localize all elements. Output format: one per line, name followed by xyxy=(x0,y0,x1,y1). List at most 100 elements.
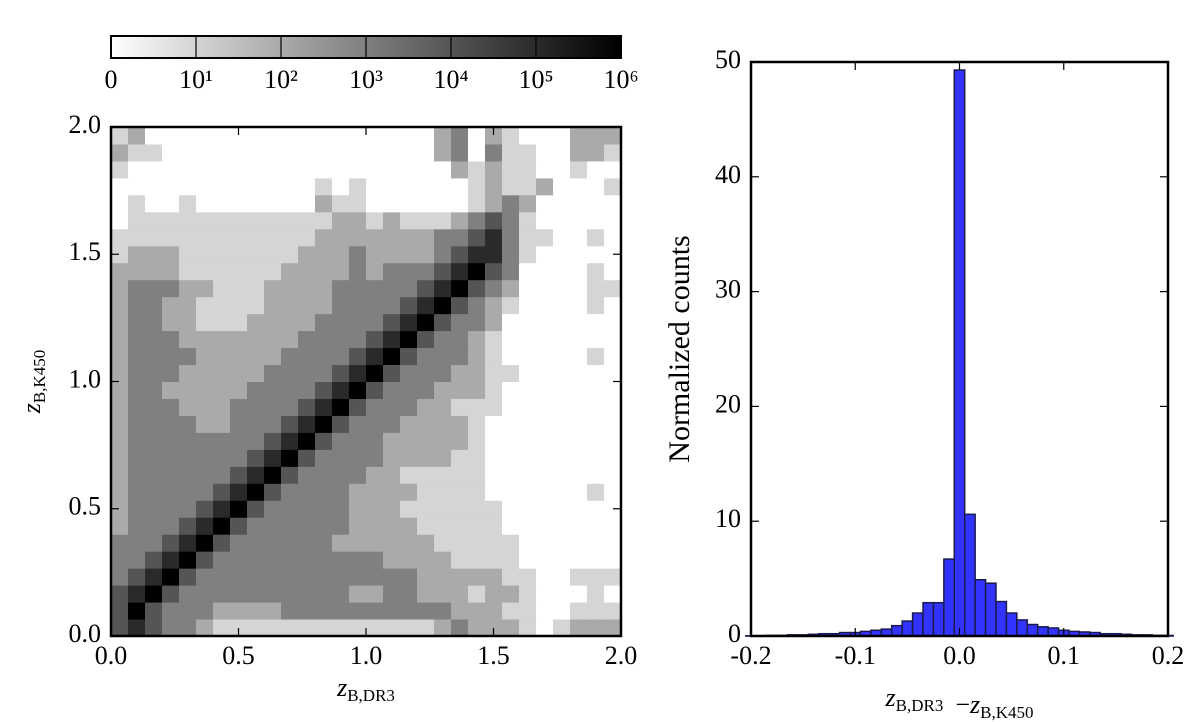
heatmap-cell xyxy=(145,262,163,281)
heatmap-cell xyxy=(468,262,486,281)
heatmap-cell xyxy=(451,381,469,399)
bar xyxy=(1036,626,1049,637)
heatmap-cell xyxy=(264,279,282,298)
heatmap-cell xyxy=(400,127,418,145)
heatmap-cell xyxy=(179,330,197,349)
heatmap-cell xyxy=(315,262,333,281)
heatmap-cell xyxy=(587,449,605,467)
heatmap-cell xyxy=(332,568,350,586)
heatmap-cell xyxy=(281,279,299,298)
heatmap-cell xyxy=(553,602,571,620)
heatmap-cell xyxy=(213,381,231,399)
heatmap-cell xyxy=(247,585,265,603)
heatmap-cell xyxy=(179,364,197,382)
heatmap-cell xyxy=(298,279,316,298)
heatmap-cell xyxy=(553,177,571,196)
heatmap-cell xyxy=(570,568,588,586)
heatmap-cell xyxy=(451,432,469,450)
heatmap-cell xyxy=(400,143,418,162)
heatmap-cell xyxy=(298,568,316,586)
heatmap-cell xyxy=(587,517,605,535)
heatmap-cell xyxy=(247,466,265,484)
heatmap-cell xyxy=(451,330,469,349)
heatmap-cell xyxy=(553,245,571,264)
heatmap-cell xyxy=(570,313,588,332)
x-tick-label: 0.5 xyxy=(222,641,255,670)
heatmap-cell xyxy=(485,160,503,179)
heatmap-cell xyxy=(281,160,299,179)
x-axis-label: zB,DR3 −zB,K450 xyxy=(884,683,1033,722)
heatmap-cell xyxy=(502,483,520,501)
heatmap-cell xyxy=(366,466,384,484)
heatmap-cell xyxy=(264,296,282,315)
heatmap-cell xyxy=(213,127,231,145)
bar xyxy=(901,620,914,637)
heatmap-cell xyxy=(400,160,418,179)
heatmap-cell xyxy=(145,279,163,298)
heatmap-cell xyxy=(196,194,214,213)
heatmap-cell xyxy=(570,194,588,213)
heatmap-cell xyxy=(162,602,180,620)
heatmap-cell xyxy=(604,211,622,230)
heatmap-cell xyxy=(400,245,418,264)
heatmap-cell xyxy=(264,313,282,332)
heatmap-cell xyxy=(536,364,554,382)
heatmap-cell xyxy=(434,585,452,603)
heatmap-cell xyxy=(383,585,401,603)
heatmap-cell xyxy=(162,194,180,213)
heatmap-cell xyxy=(230,262,248,281)
heatmap-cell xyxy=(128,381,146,399)
heatmap-cell xyxy=(196,381,214,399)
heatmap-cell xyxy=(128,364,146,382)
heatmap-cell xyxy=(519,194,537,213)
heatmap-cell xyxy=(604,160,622,179)
heatmap-cell xyxy=(383,160,401,179)
heatmap-cell xyxy=(502,551,520,569)
heatmap-cell xyxy=(536,262,554,281)
heatmap-cell xyxy=(298,415,316,433)
heatmap-cell xyxy=(570,517,588,535)
heatmap-cell xyxy=(128,347,146,366)
heatmap-cell xyxy=(502,330,520,349)
y-tick-label: 0 xyxy=(728,619,741,648)
heatmap-cell xyxy=(332,160,350,179)
heatmap-cell xyxy=(230,279,248,298)
heatmap-cell xyxy=(570,551,588,569)
heatmap-cell xyxy=(536,279,554,298)
heatmap-cell xyxy=(332,398,350,416)
heatmap-cell xyxy=(264,483,282,501)
heatmap-cell xyxy=(315,381,333,399)
heatmap-cell xyxy=(485,398,503,416)
heatmap-cell xyxy=(502,347,520,366)
heatmap-cell xyxy=(604,143,622,162)
heatmap-cell xyxy=(196,398,214,416)
heatmap-cell xyxy=(366,517,384,535)
heatmap-cell xyxy=(502,296,520,315)
x-axis-label: zB,DR3 xyxy=(336,673,395,705)
heatmap-cell xyxy=(315,619,333,637)
heatmap-cell xyxy=(383,568,401,586)
heatmap-cell xyxy=(128,415,146,433)
heatmap-cell xyxy=(213,143,231,162)
heatmap-cell xyxy=(587,330,605,349)
heatmap-cell xyxy=(247,279,265,298)
heatmap-cell xyxy=(281,313,299,332)
heatmap-cell xyxy=(451,245,469,264)
heatmap-cell xyxy=(366,398,384,416)
heatmap-cell xyxy=(383,245,401,264)
heatmap-cell xyxy=(383,602,401,620)
heatmap-cell xyxy=(570,534,588,552)
heatmap-cell xyxy=(451,534,469,552)
heatmap-cell xyxy=(570,364,588,382)
heatmap-cell xyxy=(587,296,605,315)
heatmap-cell xyxy=(281,143,299,162)
heatmap-cell xyxy=(451,602,469,620)
heatmap-cell xyxy=(502,313,520,332)
heatmap-cell xyxy=(128,296,146,315)
heatmap-cell xyxy=(485,177,503,196)
heatmap-cell xyxy=(315,347,333,366)
heatmap-cell xyxy=(179,466,197,484)
heatmap-cell xyxy=(145,177,163,196)
heatmap-cell xyxy=(366,228,384,247)
heatmap-cell xyxy=(468,619,486,637)
